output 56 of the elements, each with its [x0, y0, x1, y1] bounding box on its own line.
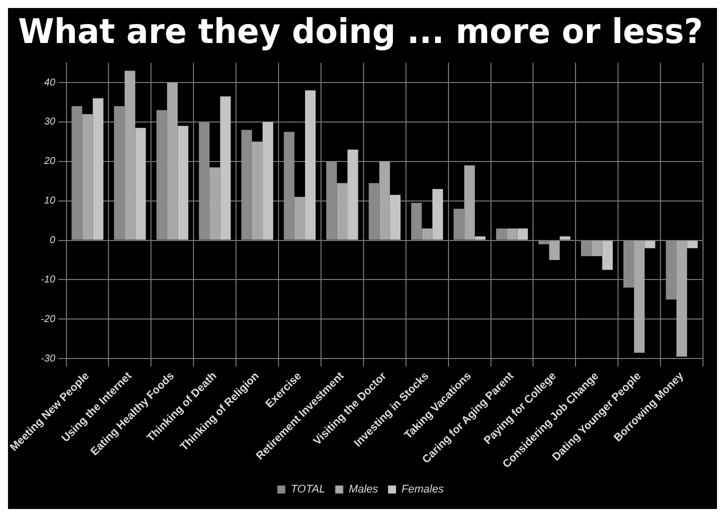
y-tick-label: -30 — [40, 353, 56, 364]
bar — [623, 240, 634, 288]
legend-label: Females — [402, 484, 444, 496]
bar — [262, 122, 274, 240]
legend-label: TOTAL — [290, 484, 326, 496]
bar — [506, 228, 518, 240]
bar — [549, 240, 560, 260]
y-tick-label: -20 — [40, 314, 56, 325]
bar — [390, 194, 401, 240]
y-tick-label: -10 — [40, 274, 56, 286]
bar — [379, 161, 390, 240]
bar — [82, 114, 93, 240]
bar — [305, 90, 316, 240]
bar — [474, 236, 486, 240]
bar — [687, 240, 698, 248]
bar — [198, 122, 210, 240]
bar — [336, 183, 348, 240]
bar — [135, 128, 146, 240]
y-tick-label: 0 — [50, 235, 56, 246]
bar — [422, 228, 432, 240]
bar — [92, 98, 104, 240]
bar — [368, 183, 380, 240]
bar — [220, 96, 231, 240]
bar — [592, 240, 602, 256]
chart-title: What are they doing ... more or less? — [18, 12, 703, 52]
bar — [326, 161, 337, 240]
y-tick-label: 40 — [44, 77, 56, 88]
bar — [167, 82, 178, 240]
bar — [252, 142, 263, 240]
bar — [432, 189, 443, 240]
bar — [411, 202, 422, 240]
bar — [496, 228, 507, 240]
bar — [644, 240, 656, 248]
bar — [347, 150, 358, 240]
bar — [517, 228, 528, 240]
bar — [114, 106, 125, 240]
bar — [676, 240, 688, 357]
bar — [634, 240, 645, 353]
y-tick-label: 10 — [44, 196, 56, 207]
legend-label: Males — [348, 484, 379, 496]
bar — [72, 106, 82, 240]
bar — [210, 167, 220, 240]
bar — [560, 236, 570, 240]
bar — [178, 126, 188, 240]
bar — [124, 70, 136, 240]
y-tick-label: 20 — [43, 156, 56, 168]
bar — [284, 132, 294, 240]
bar — [666, 240, 676, 300]
bar — [156, 110, 168, 240]
bar — [464, 165, 475, 240]
bar — [602, 240, 613, 270]
bar — [580, 240, 592, 256]
y-tick-label: 30 — [44, 116, 56, 128]
bar — [241, 130, 252, 240]
bar — [454, 208, 464, 240]
bar — [294, 196, 306, 240]
